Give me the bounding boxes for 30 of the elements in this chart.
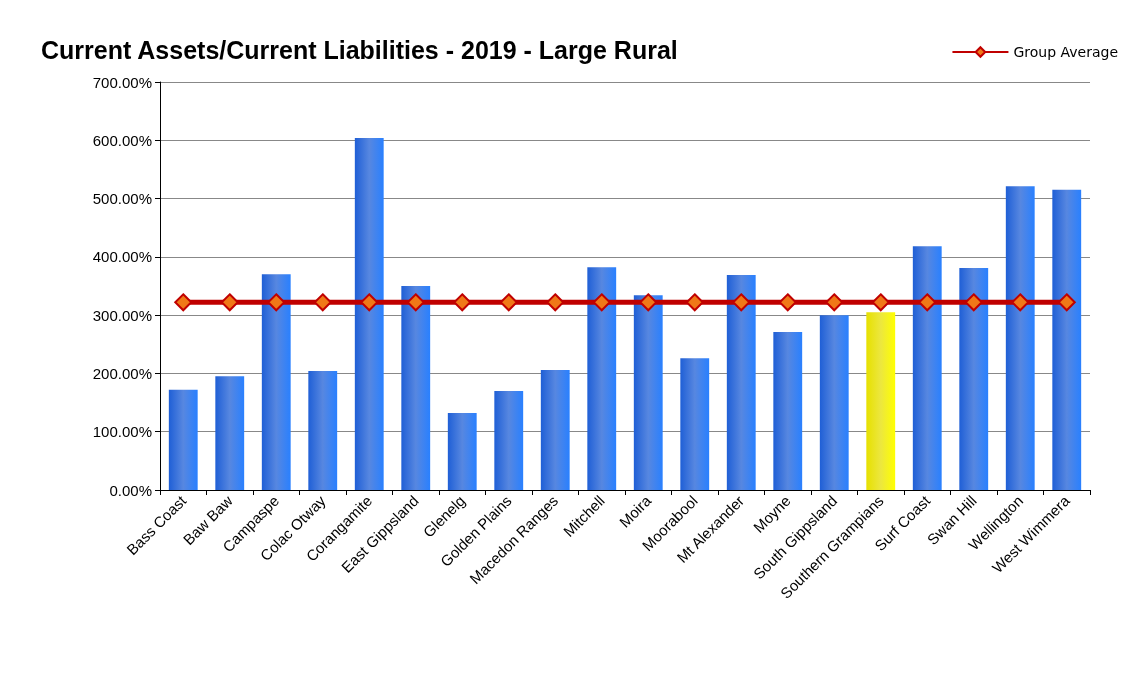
bar [726,274,756,490]
bar [401,286,431,490]
chart-title: Current Assets/Current Liabilities - 2019 - Large Rural [41,35,678,64]
bar [168,389,198,490]
y-tick-label: 500.00% [92,190,152,208]
bar [261,274,291,490]
bar [1052,189,1082,490]
bar [1005,186,1035,490]
bar [587,267,617,490]
bar [680,358,710,490]
y-tick-label: 300.00% [92,306,152,324]
legend-label: Group Average [1013,44,1118,60]
bar [540,369,570,490]
y-tick-label: 400.00% [92,248,152,266]
bar [819,315,849,490]
bar [773,332,803,490]
y-tick-label: 200.00% [92,364,152,382]
bar [912,246,942,490]
y-tick-label: 600.00% [92,131,152,149]
bar [866,312,896,490]
bar [215,376,245,490]
y-tick-label: 700.00% [92,73,152,91]
bar [354,137,384,490]
bar [633,295,663,490]
bar [494,390,524,490]
bar [447,413,477,490]
bar [308,371,338,490]
y-tick-label: 100.00% [92,423,152,441]
bar [959,267,989,490]
y-tick-label: 0.00% [109,481,152,499]
